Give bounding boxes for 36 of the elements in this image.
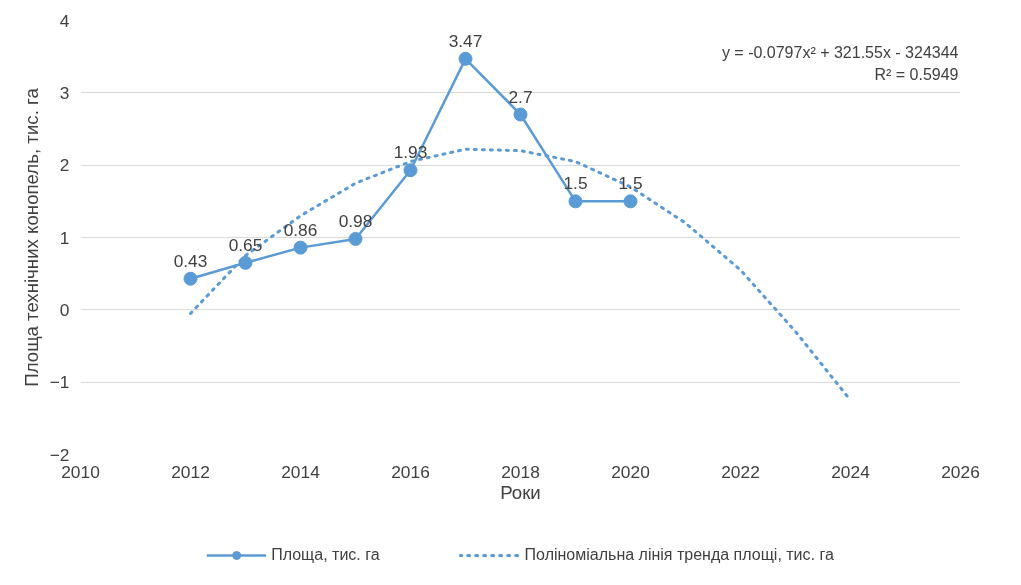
x-tick-label: 2012	[171, 461, 210, 482]
x-tick-label: 2016	[391, 461, 430, 482]
x-tick-label: 2024	[831, 461, 871, 482]
legend-label: Поліноміальна лінія тренда площі, тис. га	[524, 546, 834, 564]
x-axis-title: Роки	[500, 482, 541, 504]
annotation: R² = 0.5949	[874, 65, 959, 83]
x-tick-label: 2020	[611, 461, 650, 482]
data-label: 0.65	[228, 234, 263, 255]
data-label: 1.5	[563, 173, 588, 194]
data-label: 3.47	[448, 30, 483, 51]
point	[293, 240, 308, 255]
y-tick-label: 0	[59, 299, 70, 320]
y-tick-label: 1	[59, 227, 70, 248]
point	[623, 194, 638, 209]
y-tick-label: −1	[49, 372, 70, 393]
y-tick-label: 3	[59, 82, 70, 103]
x-tick-label: 2018	[501, 461, 540, 482]
y-axis-title: Площа технічних конопель, тис. га	[20, 87, 42, 387]
x-tick-label: 2022	[721, 461, 760, 482]
y-tick-label: 4	[59, 10, 70, 31]
point	[513, 107, 528, 122]
point	[568, 194, 583, 209]
x-tick-label: 2014	[281, 461, 321, 482]
legend-label: Площа, тис. га	[271, 546, 380, 564]
point	[403, 163, 418, 178]
y-tick-label: 2	[59, 155, 70, 176]
point	[238, 255, 253, 270]
x-tick-label: 2026	[941, 461, 980, 482]
annotation: y = -0.0797x² + 321.55x - 324344	[721, 43, 959, 61]
point	[183, 271, 198, 286]
point	[348, 231, 363, 246]
data-label: 0.86	[283, 219, 318, 240]
data-label: 2.7	[508, 86, 533, 107]
data-label: 0.43	[173, 250, 208, 271]
data-label: 1.5	[618, 173, 643, 194]
point	[458, 51, 473, 66]
